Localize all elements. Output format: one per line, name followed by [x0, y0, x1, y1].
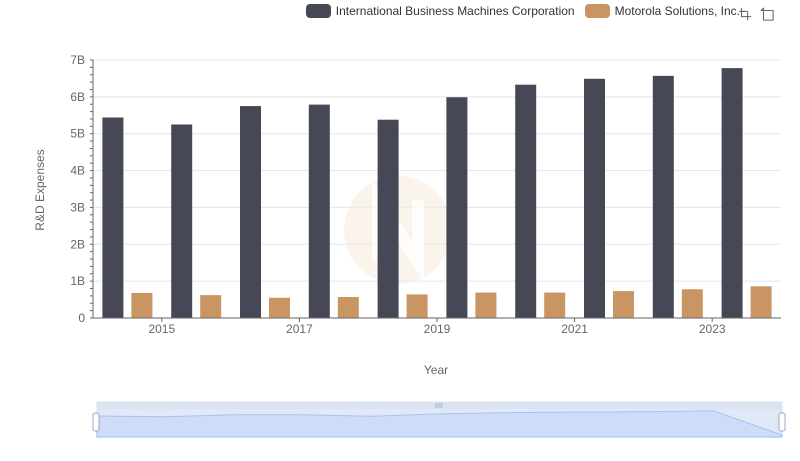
y-tick-label: 5B — [70, 127, 85, 141]
bar-series — [102, 68, 772, 319]
y-tick-label: 6B — [70, 90, 85, 104]
legend-swatch-ibm — [305, 4, 331, 18]
zoom-select-icon[interactable] — [738, 7, 752, 21]
bar-ibm-2020[interactable] — [515, 84, 537, 319]
datazoom-preview-area — [96, 410, 783, 438]
legend-item-motorola[interactable]: Motorola Solutions, Inc. — [584, 4, 740, 18]
axes: 0 1B 2B 3B 4B 5B 6B 7B 2015 2017 2019 2021 2023 — [70, 53, 781, 336]
bar-ibm-2019[interactable] — [446, 97, 468, 319]
y-tick-label: 4B — [70, 164, 85, 178]
x-tick-label: 2015 — [148, 322, 175, 336]
bar-motorola-2014[interactable] — [131, 292, 153, 318]
bar-ibm-2014[interactable] — [102, 117, 124, 318]
bar-ibm-2015[interactable] — [171, 124, 193, 319]
bar-motorola-2023[interactable] — [750, 286, 772, 318]
datazoom-selection[interactable] — [97, 409, 782, 437]
bar-ibm-2016[interactable] — [240, 106, 261, 318]
x-tick-label: 2017 — [286, 322, 313, 336]
y-tick-label: 1B — [70, 274, 85, 288]
bar-motorola-2020[interactable] — [544, 292, 566, 318]
x-axis-label: Year — [424, 363, 448, 377]
legend-swatch-motorola — [584, 4, 610, 18]
y-tick-label: 2B — [70, 237, 85, 251]
bar-motorola-2019[interactable] — [475, 292, 497, 318]
zoom-reset-icon[interactable] — [760, 7, 774, 21]
bar-motorola-2018[interactable] — [406, 294, 428, 318]
bar-ibm-2021[interactable] — [584, 78, 605, 318]
legend-item-ibm[interactable]: International Business Machines Corporat… — [305, 4, 575, 18]
bar-ibm-2017[interactable] — [308, 104, 330, 319]
bar-motorola-2022[interactable] — [681, 289, 703, 318]
bar-motorola-2016[interactable] — [269, 297, 290, 318]
x-tick-label: 2019 — [424, 322, 451, 336]
legend-label-motorola: Motorola Solutions, Inc. — [614, 4, 740, 18]
bar-ibm-2018[interactable] — [377, 119, 399, 318]
bar-motorola-2021[interactable] — [613, 291, 634, 318]
x-tick-label: 2021 — [561, 322, 588, 336]
y-tick-label: 3B — [70, 200, 85, 214]
y-tick-label: 7B — [70, 53, 85, 67]
chart-toolbox — [738, 7, 774, 21]
datazoom-handle-right[interactable] — [778, 412, 786, 432]
datazoom-slider[interactable] — [92, 401, 786, 438]
legend-label-ibm: International Business Machines Corporat… — [335, 4, 575, 18]
datazoom-move-handle[interactable] — [435, 403, 443, 408]
bar-motorola-2017[interactable] — [337, 296, 359, 318]
y-tick-label: 0 — [78, 311, 85, 325]
x-tick-label: 2023 — [699, 322, 726, 336]
datazoom-handle-left[interactable] — [92, 412, 100, 432]
bar-ibm-2023[interactable] — [721, 68, 743, 318]
y-axis-label: R&D Expenses — [33, 149, 47, 230]
chart-legend: International Business Machines Corporat… — [305, 4, 740, 18]
bar-ibm-2022[interactable] — [652, 75, 674, 318]
bar-motorola-2015[interactable] — [200, 295, 222, 318]
